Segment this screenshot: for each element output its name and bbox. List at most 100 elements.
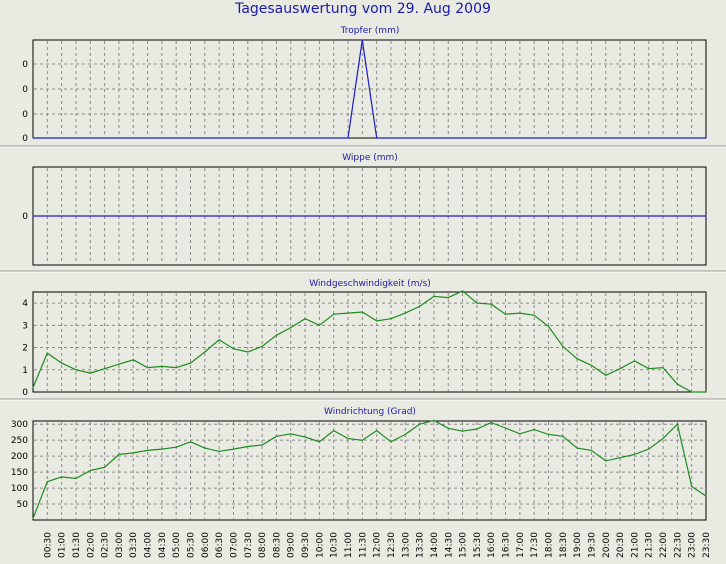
x-tick-label: 10:00 [315, 532, 325, 558]
x-tick-label: 21:00 [630, 532, 640, 558]
data-point [705, 495, 707, 497]
data-point [32, 215, 34, 217]
data-point [619, 368, 621, 370]
data-point [32, 517, 34, 520]
data-point [605, 460, 607, 462]
x-tick-label: 20:30 [616, 532, 626, 558]
x-tick-label: 19:30 [587, 532, 597, 558]
data-point [75, 477, 77, 480]
data-point [89, 372, 91, 374]
data-point [218, 450, 220, 452]
series-line [32, 290, 706, 393]
data-point [161, 448, 163, 450]
x-tick-label: 02:00 [86, 532, 96, 558]
x-tick-label: 04:00 [144, 532, 154, 558]
data-point [333, 430, 335, 432]
x-tick-label: 15:00 [459, 532, 469, 558]
x-tick-label: 22:00 [659, 532, 669, 558]
data-point [32, 387, 34, 389]
data-point [691, 485, 693, 488]
data-point [433, 419, 435, 421]
data-point [490, 422, 492, 424]
y-tick-label: 300 [11, 420, 28, 430]
y-tick-label: 200 [11, 452, 28, 462]
data-point [619, 457, 621, 459]
data-point [476, 302, 478, 304]
data-point [147, 367, 149, 369]
data-point [419, 305, 421, 307]
data-point [590, 364, 593, 366]
data-point [404, 433, 406, 435]
data-point [447, 297, 449, 299]
data-point [576, 358, 578, 360]
y-tick-label: 50 [17, 500, 29, 510]
data-point [347, 438, 349, 440]
data-point [576, 447, 578, 449]
x-tick-label: 22:30 [673, 532, 683, 558]
data-point [562, 345, 564, 347]
data-point [247, 351, 249, 353]
data-point [89, 469, 91, 472]
x-tick-label: 02:30 [101, 532, 111, 558]
x-tick-label: 13:30 [416, 532, 426, 558]
data-point [333, 313, 335, 315]
data-point [433, 295, 435, 297]
data-point [290, 327, 292, 329]
x-tick-label: 17:00 [516, 532, 526, 558]
x-tick-label: 15:30 [473, 532, 483, 558]
data-point [390, 441, 392, 443]
data-point [533, 314, 535, 316]
data-point [318, 324, 320, 326]
data-point [562, 435, 564, 437]
data-point [691, 391, 693, 393]
x-tick-label: 05:30 [187, 532, 197, 558]
plot-frame [32, 291, 707, 393]
data-point [218, 339, 220, 341]
x-tick-label: 12:00 [373, 532, 383, 558]
data-point [347, 312, 349, 314]
y-tick-label: 150 [11, 468, 28, 478]
data-point [676, 423, 679, 425]
x-tick-label: 14:30 [444, 532, 454, 558]
y-tick-label: 2 [22, 344, 28, 354]
y-tick-label: 3 [22, 321, 28, 331]
data-point [662, 367, 664, 369]
x-tick-label: 09:30 [301, 532, 311, 558]
x-tick-label: 20:00 [602, 532, 612, 558]
data-point [232, 348, 235, 350]
y-tick-label: 0 [22, 388, 28, 398]
x-tick-label: 17:30 [530, 532, 540, 558]
data-point [462, 430, 464, 432]
panel-title: Windrichtung (Grad) [324, 407, 416, 417]
data-point [275, 334, 277, 336]
x-tick-label: 06:00 [201, 532, 211, 558]
x-tick-label: 23:00 [688, 532, 698, 558]
data-point [132, 452, 134, 454]
x-tick-label: 01:00 [58, 532, 68, 558]
y-tick-label: 100 [11, 484, 28, 494]
data-point [590, 449, 593, 451]
x-tick-label: 16:00 [487, 532, 497, 558]
x-tick-label: 08:30 [272, 532, 282, 558]
data-point [633, 360, 636, 362]
x-tick-label: 11:00 [344, 532, 354, 558]
x-tick-label: 11:30 [358, 532, 368, 558]
x-tick-label: 04:30 [158, 532, 168, 558]
x-tick-label: 23:30 [702, 532, 712, 558]
x-tick-label: 21:30 [645, 532, 655, 558]
y-tick-label: 250 [11, 436, 28, 446]
data-point [419, 423, 421, 425]
data-point [75, 369, 77, 371]
x-tick-label: 03:30 [129, 532, 139, 558]
x-tick-label: 06:30 [215, 532, 225, 558]
y-tick-label: 0 [22, 85, 28, 95]
data-point [189, 441, 192, 443]
data-point [547, 325, 550, 327]
data-point [633, 453, 636, 456]
plot-frame [32, 420, 707, 521]
data-point [361, 39, 363, 41]
x-tick-label: 10:30 [330, 532, 340, 558]
data-point [404, 312, 406, 314]
data-point [519, 433, 521, 435]
